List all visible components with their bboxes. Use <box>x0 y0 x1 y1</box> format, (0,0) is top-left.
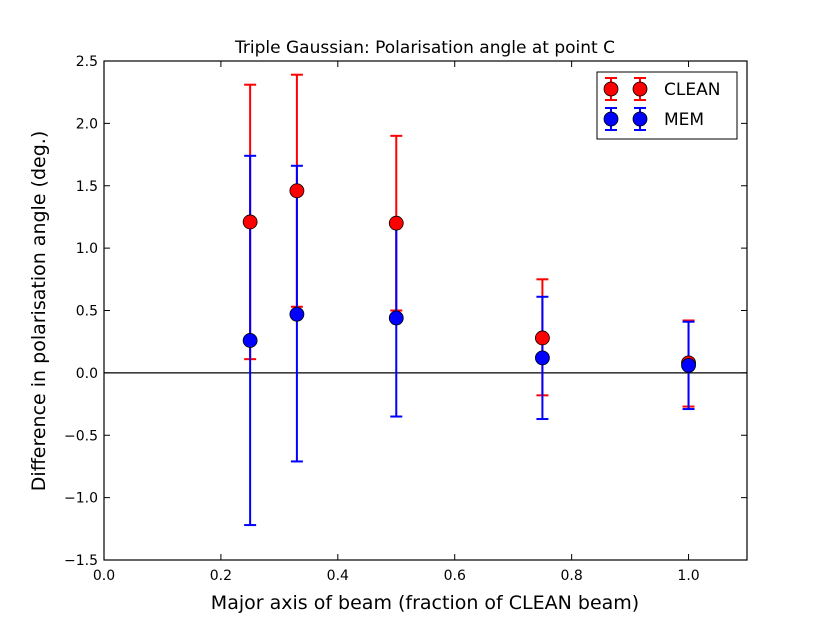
mem-point-2 <box>388 310 404 326</box>
x-tick-label-5: 1.0 <box>677 568 699 584</box>
chart-title: Triple Gaussian: Polarisation angle at p… <box>234 38 615 58</box>
x-tick-label-4: 0.8 <box>561 568 583 584</box>
y-tick-label-4: 0.5 <box>76 304 98 320</box>
legend-label-mem: MEM <box>664 110 704 130</box>
mem-point-0 <box>242 333 258 348</box>
y-tick-label-5: 1.0 <box>76 241 98 257</box>
y-tick-label-6: 1.5 <box>76 179 98 195</box>
mem-point-1 <box>289 306 305 322</box>
y-axis-label: Difference in polarisation angle (deg.) <box>28 131 50 491</box>
legend-marker-clean-0 <box>603 81 619 97</box>
mem-point-3 <box>535 350 550 366</box>
y-tick-label-1: −1.0 <box>64 491 98 507</box>
mem-point-4 <box>681 357 696 373</box>
legend-entry-mem: MEM <box>603 107 704 131</box>
clean-point-0 <box>242 214 258 230</box>
y-tick-label-7: 2.0 <box>76 116 98 132</box>
y-tick-label-2: −0.5 <box>64 428 98 444</box>
clean-point-3 <box>535 330 550 346</box>
x-axis-label: Major axis of beam (fraction of CLEAN be… <box>211 592 639 614</box>
legend-frame <box>596 71 738 140</box>
y-tick-label-3: 0.0 <box>76 366 98 382</box>
plot-area: 0.0 0.2 0.4 0.6 0.8 1.0 −1.5 −1.0 −0.5 0.0 0.5 1.0 1… <box>64 54 748 584</box>
y-tick-label-8: 2.5 <box>76 54 98 70</box>
y-tick-label-0: −1.5 <box>64 553 98 569</box>
legend-marker-mem-0 <box>603 111 619 127</box>
legend-label-clean: CLEAN <box>664 80 720 100</box>
clean-point-2 <box>388 215 404 231</box>
legend-entry-clean: CLEAN <box>603 77 720 101</box>
clean-point-1 <box>289 183 305 199</box>
x-tick-label-2: 0.4 <box>327 568 349 584</box>
legend-marker-mem-1 <box>632 111 648 127</box>
legend: CLEAN MEM <box>596 71 738 140</box>
legend-marker-clean-1 <box>632 81 648 97</box>
x-tick-label-3: 0.6 <box>444 568 466 584</box>
x-tick-label-0: 0.0 <box>93 568 115 584</box>
x-tick-label-1: 0.2 <box>210 568 232 584</box>
